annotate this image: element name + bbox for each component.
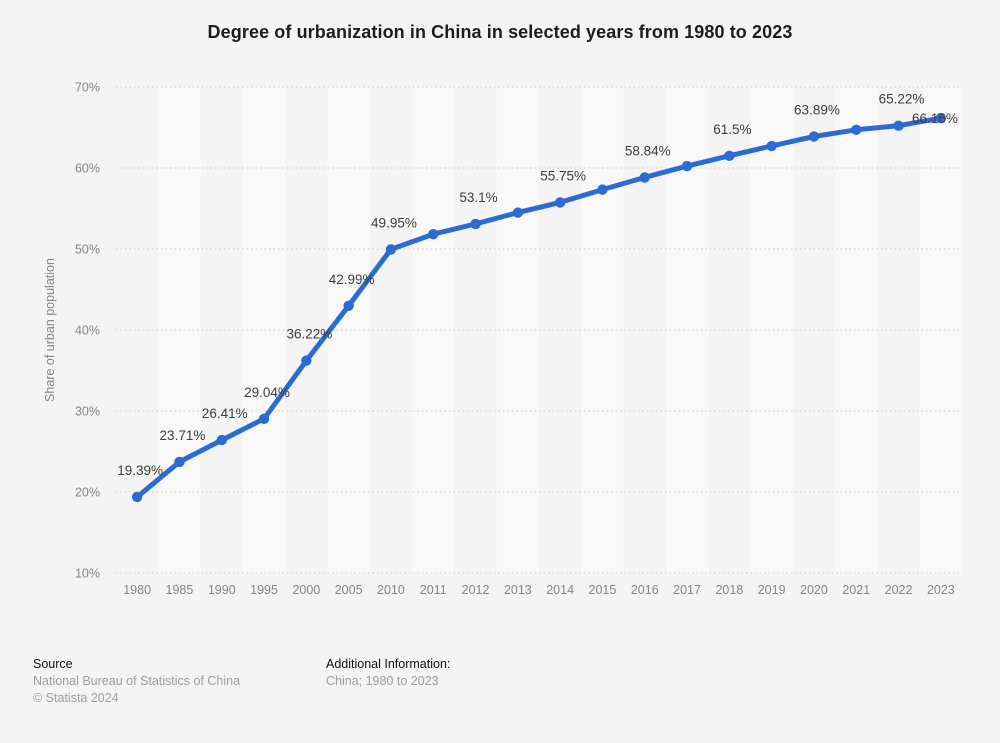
x-tick-label-2018: 2018: [715, 583, 743, 597]
x-tick-label-2015: 2015: [589, 583, 617, 597]
x-tick-label-2012: 2012: [462, 583, 490, 597]
x-tick-label-2020: 2020: [800, 583, 828, 597]
x-tick-label-2023: 2023: [927, 583, 955, 597]
data-label-2010: 49.95%: [371, 215, 417, 230]
source-heading: Source: [33, 657, 73, 671]
y-tick-label-10%: 10%: [75, 567, 100, 581]
data-point-2019[interactable]: [766, 140, 777, 152]
data-label-1990: 26.41%: [202, 406, 248, 421]
data-point-2022[interactable]: [893, 120, 904, 131]
additional-information-heading: Additional Information:: [326, 657, 451, 671]
data-point-2005[interactable]: [343, 300, 354, 311]
statista-copyright: © Statista 2024: [33, 691, 119, 705]
x-tick-label-2014: 2014: [546, 583, 574, 597]
data-label-2016: 58.84%: [625, 143, 671, 158]
y-axis-title: Share of urban population: [43, 258, 57, 402]
data-point-2010[interactable]: [385, 244, 397, 255]
data-point-2012[interactable]: [470, 218, 481, 230]
additional-information-text: China; 1980 to 2023: [326, 674, 439, 688]
data-label-2000: 36.22%: [286, 327, 332, 342]
x-tick-label-2013: 2013: [504, 583, 532, 597]
data-point-2021[interactable]: [851, 124, 862, 135]
x-tick-label-1995: 1995: [250, 583, 278, 597]
x-tick-label-2005: 2005: [335, 583, 363, 597]
data-point-2018[interactable]: [724, 150, 735, 162]
plot-band-2021: [835, 87, 878, 573]
y-tick-label-40%: 40%: [75, 324, 100, 338]
x-tick-label-1985: 1985: [166, 583, 194, 597]
urbanization-line-chart: 70% 60% 50% 40% 30% 20% 10% Share of urban popu…: [43, 81, 962, 597]
data-label-2023: 66.16%: [912, 111, 958, 126]
data-point-2020[interactable]: [808, 131, 820, 142]
data-label-2012: 53.1%: [459, 190, 497, 205]
data-point-2017[interactable]: [681, 160, 693, 172]
data-label-1995: 29.04%: [244, 385, 290, 400]
y-tick-label-60%: 60%: [75, 162, 100, 176]
data-label-2018: 61.5%: [713, 122, 751, 137]
data-label-2020: 63.89%: [794, 102, 840, 117]
plot-band-2019: [750, 87, 793, 573]
data-point-1985[interactable]: [174, 456, 185, 468]
data-point-2016[interactable]: [639, 172, 650, 183]
x-tick-label-2017: 2017: [673, 583, 701, 597]
chart-title: Degree of urbanization in China in selec…: [207, 22, 793, 42]
x-tick-label-2010: 2010: [377, 583, 405, 597]
x-tick-label-2000: 2000: [292, 583, 320, 597]
x-tick-label-2016: 2016: [631, 583, 659, 597]
data-point-1995[interactable]: [258, 413, 270, 424]
x-tick-label-2022: 2022: [885, 583, 913, 597]
data-point-1990[interactable]: [216, 434, 227, 446]
data-label-1985: 23.71%: [160, 428, 206, 443]
data-label-1980: 19.39%: [117, 463, 163, 478]
source-block: Source National Bureau of Statistics of …: [33, 656, 240, 707]
data-label-2005: 42.99%: [329, 272, 375, 287]
data-point-2000[interactable]: [301, 355, 312, 366]
data-point-2023[interactable]: [935, 112, 947, 124]
y-tick-label-30%: 30%: [75, 405, 100, 419]
source-name: National Bureau of Statistics of China: [33, 674, 241, 688]
x-tick-label-2011: 2011: [420, 583, 447, 597]
x-tick-label-1990: 1990: [208, 583, 236, 597]
data-label-2014: 55.75%: [540, 168, 586, 183]
x-tick-label-2019: 2019: [758, 583, 786, 597]
x-tick-label-2021: 2021: [842, 583, 870, 597]
data-point-1980[interactable]: [131, 491, 143, 503]
data-point-2015[interactable]: [597, 184, 608, 195]
data-point-2011[interactable]: [428, 228, 439, 240]
y-tick-label-70%: 70%: [75, 81, 100, 95]
additional-information-block: Additional Information: China; 1980 to 2…: [326, 656, 450, 690]
y-tick-label-20%: 20%: [75, 486, 100, 500]
plot-band-2005: [327, 87, 370, 573]
plot-band-2011: [412, 87, 455, 573]
x-tick-label-1980: 1980: [123, 583, 151, 597]
data-point-2014[interactable]: [554, 197, 566, 208]
y-tick-label-50%: 50%: [75, 243, 100, 257]
series-line-urban-population: [134, 115, 944, 500]
data-point-2013[interactable]: [512, 207, 524, 218]
data-label-2022: 65.22%: [879, 92, 925, 107]
